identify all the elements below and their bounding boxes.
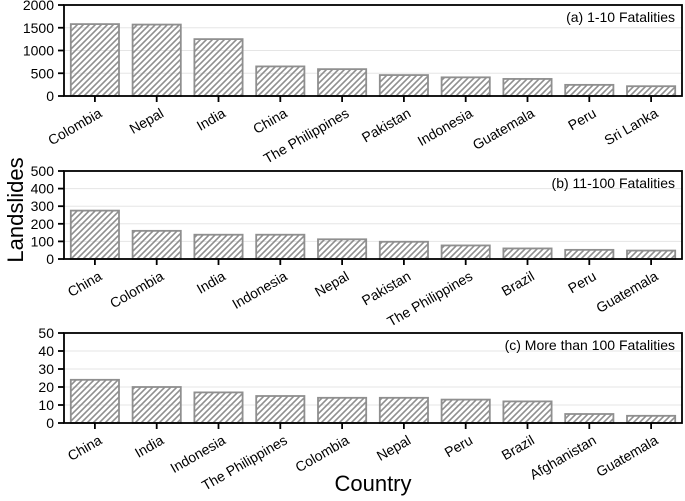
- x-tick-label: Peru: [565, 268, 599, 297]
- bar-the-philippines: [317, 68, 368, 97]
- y-tick-label: 500: [31, 163, 55, 179]
- x-tick-label: India: [194, 268, 228, 297]
- y-tick-label: 0: [46, 88, 54, 104]
- x-tick-label: Guatemala: [470, 105, 537, 153]
- panel-title: (c) More than 100 Fatalities: [505, 337, 675, 353]
- bar-afghanistan: [564, 413, 615, 424]
- x-tick-label: Indonesia: [229, 268, 290, 312]
- y-axis-label: Landslides: [3, 157, 28, 263]
- x-tick-label: Colombia: [45, 105, 104, 149]
- x-tick-label: China: [250, 105, 290, 137]
- bar-indonesia: [440, 76, 491, 97]
- bar-the-philippines: [440, 244, 491, 260]
- bar-nepal: [131, 23, 182, 97]
- x-tick-label: Nepal: [312, 268, 352, 300]
- y-tick-label: 40: [38, 343, 54, 359]
- x-tick-label: Nepal: [374, 432, 414, 464]
- bar-china: [255, 65, 306, 97]
- bar-brazil: [502, 247, 553, 260]
- bar-colombia: [69, 23, 120, 97]
- y-tick-label: 1000: [23, 43, 54, 59]
- bar-guatemala: [626, 249, 677, 260]
- y-tick-label: 10: [38, 397, 54, 413]
- bar-the-philippines: [255, 395, 306, 424]
- x-tick-label: China: [65, 268, 105, 300]
- x-tick-label: Sri Lanka: [601, 105, 660, 149]
- bar-peru: [440, 398, 491, 424]
- panel-title: (a) 1-10 Fatalities: [566, 9, 675, 25]
- x-tick-label: Guatemala: [593, 432, 660, 480]
- y-tick-label: 2000: [23, 0, 54, 13]
- plot-frame: [63, 332, 683, 424]
- y-tick-label: 20: [38, 379, 54, 395]
- bar-guatemala: [502, 78, 553, 97]
- bar-india: [193, 233, 244, 260]
- x-axis-label: Country: [334, 471, 412, 496]
- y-tick-label: 200: [31, 216, 55, 232]
- y-tick-label: 1500: [23, 20, 54, 36]
- y-tick-label: 0: [46, 415, 54, 431]
- bar-colombia: [317, 396, 368, 424]
- y-tick-label: 0: [46, 251, 54, 267]
- y-tick-label: 300: [31, 198, 55, 214]
- x-tick-label: Guatemala: [593, 268, 660, 316]
- bar-indonesia: [193, 391, 244, 424]
- x-tick-label: Pakistan: [359, 268, 414, 309]
- bar-india: [193, 38, 244, 97]
- bar-pakistan: [378, 240, 429, 260]
- y-tick-label: 100: [31, 233, 55, 249]
- bar-indonesia: [255, 233, 306, 260]
- x-tick-label: India: [132, 432, 166, 461]
- y-tick-label: 50: [38, 325, 54, 341]
- x-tick-label: Peru: [442, 432, 476, 461]
- x-tick-label: Colombia: [107, 268, 166, 312]
- x-tick-label: Brazil: [499, 432, 537, 463]
- bar-china: [69, 209, 120, 260]
- bar-nepal: [317, 238, 368, 260]
- bar-india: [131, 386, 182, 424]
- bar-china: [69, 378, 120, 424]
- bar-sri-lanka: [626, 85, 677, 97]
- bar-guatemala: [626, 414, 677, 424]
- plot-frame: [63, 170, 683, 260]
- x-tick-label: Indonesia: [415, 105, 476, 149]
- x-tick-label: Pakistan: [359, 105, 414, 146]
- bar-brazil: [502, 400, 553, 424]
- panel-title: (b) 11-100 Fatalities: [552, 175, 675, 191]
- x-tick-label: Colombia: [292, 432, 351, 476]
- y-tick-label: 30: [38, 361, 54, 377]
- y-tick-label: 500: [31, 65, 55, 81]
- y-tick-label: 400: [31, 181, 55, 197]
- x-tick-label: India: [194, 105, 228, 134]
- bar-colombia: [131, 229, 182, 260]
- bar-pakistan: [378, 74, 429, 97]
- x-tick-label: China: [65, 432, 105, 464]
- x-tick-label: Nepal: [127, 105, 167, 137]
- bar-peru: [564, 248, 615, 260]
- x-tick-label: Peru: [565, 105, 599, 134]
- bar-peru: [564, 83, 615, 97]
- x-tick-label: Afghanistan: [527, 432, 599, 483]
- bar-nepal: [378, 396, 429, 424]
- x-tick-label: Brazil: [499, 268, 537, 299]
